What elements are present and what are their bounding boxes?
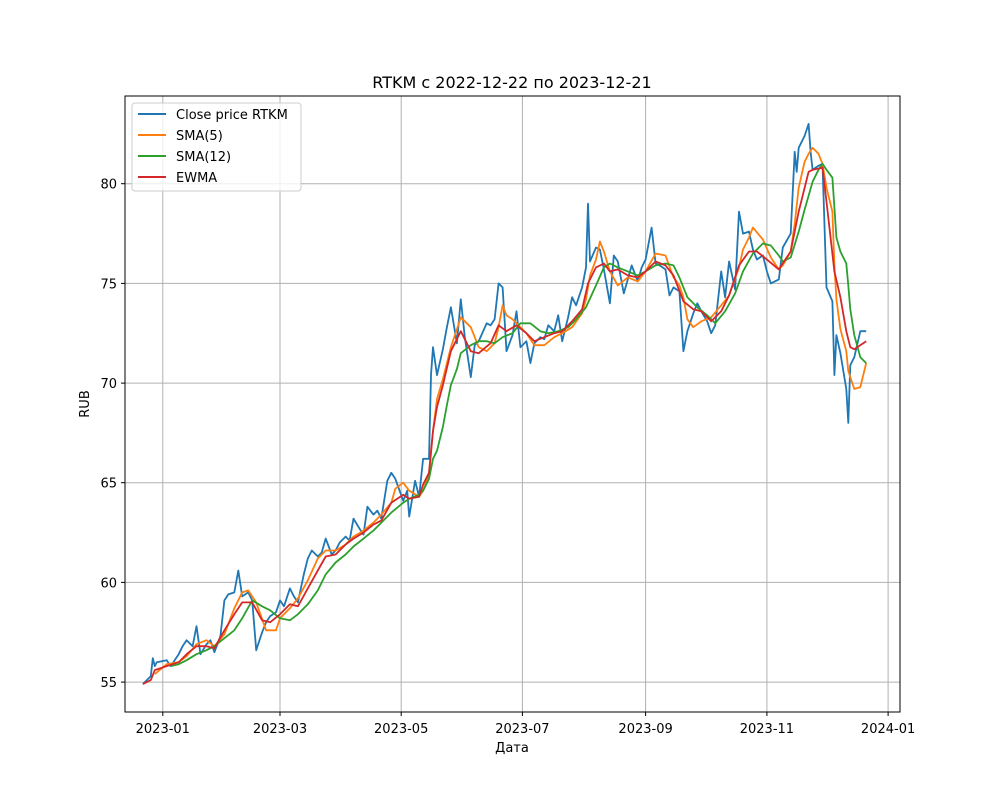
y-tick-label: 65 bbox=[100, 477, 117, 492]
x-tick-label: 2023-09 bbox=[618, 722, 672, 737]
legend-label: EWMA bbox=[176, 171, 217, 186]
y-axis-label: RUB bbox=[78, 390, 93, 417]
legend-label: SMA(5) bbox=[176, 129, 223, 144]
plot-frame bbox=[124, 95, 901, 713]
x-tick-label: 2023-11 bbox=[740, 722, 794, 737]
tick-layer: 2023-01 2023-03 2023-05 2023-07 2023-09 2023-… bbox=[100, 178, 915, 737]
series-layer bbox=[142, 123, 868, 685]
x-tick-label: 2023-01 bbox=[136, 722, 190, 737]
y-tick-label: 80 bbox=[100, 178, 117, 193]
y-tick-label: 70 bbox=[100, 377, 117, 392]
x-tick-label: 2023-05 bbox=[374, 722, 428, 737]
x-tick-label: 2023-07 bbox=[495, 722, 549, 737]
legend: Close price RTKM SMA(5) SMA(12) EWMA bbox=[131, 102, 302, 192]
y-tick-label: 60 bbox=[100, 576, 117, 591]
legend-label: SMA(12) bbox=[176, 150, 231, 165]
series-line-sma-5 bbox=[154, 146, 868, 675]
legend-label: Close price RTKM bbox=[176, 108, 288, 123]
x-tick-label: 2024-01 bbox=[861, 722, 915, 737]
legend-box bbox=[131, 102, 302, 192]
chart-title: RTKM с 2022-12-22 по 2023-12-21 bbox=[372, 73, 651, 92]
series-line-sma-12 bbox=[170, 162, 867, 667]
y-tick-label: 55 bbox=[100, 676, 117, 691]
grid bbox=[125, 96, 900, 712]
x-tick-label: 2023-03 bbox=[253, 722, 307, 737]
y-tick-label: 75 bbox=[100, 277, 117, 292]
x-axis-label: Дата bbox=[495, 741, 529, 756]
series-line-ewma bbox=[142, 166, 867, 685]
